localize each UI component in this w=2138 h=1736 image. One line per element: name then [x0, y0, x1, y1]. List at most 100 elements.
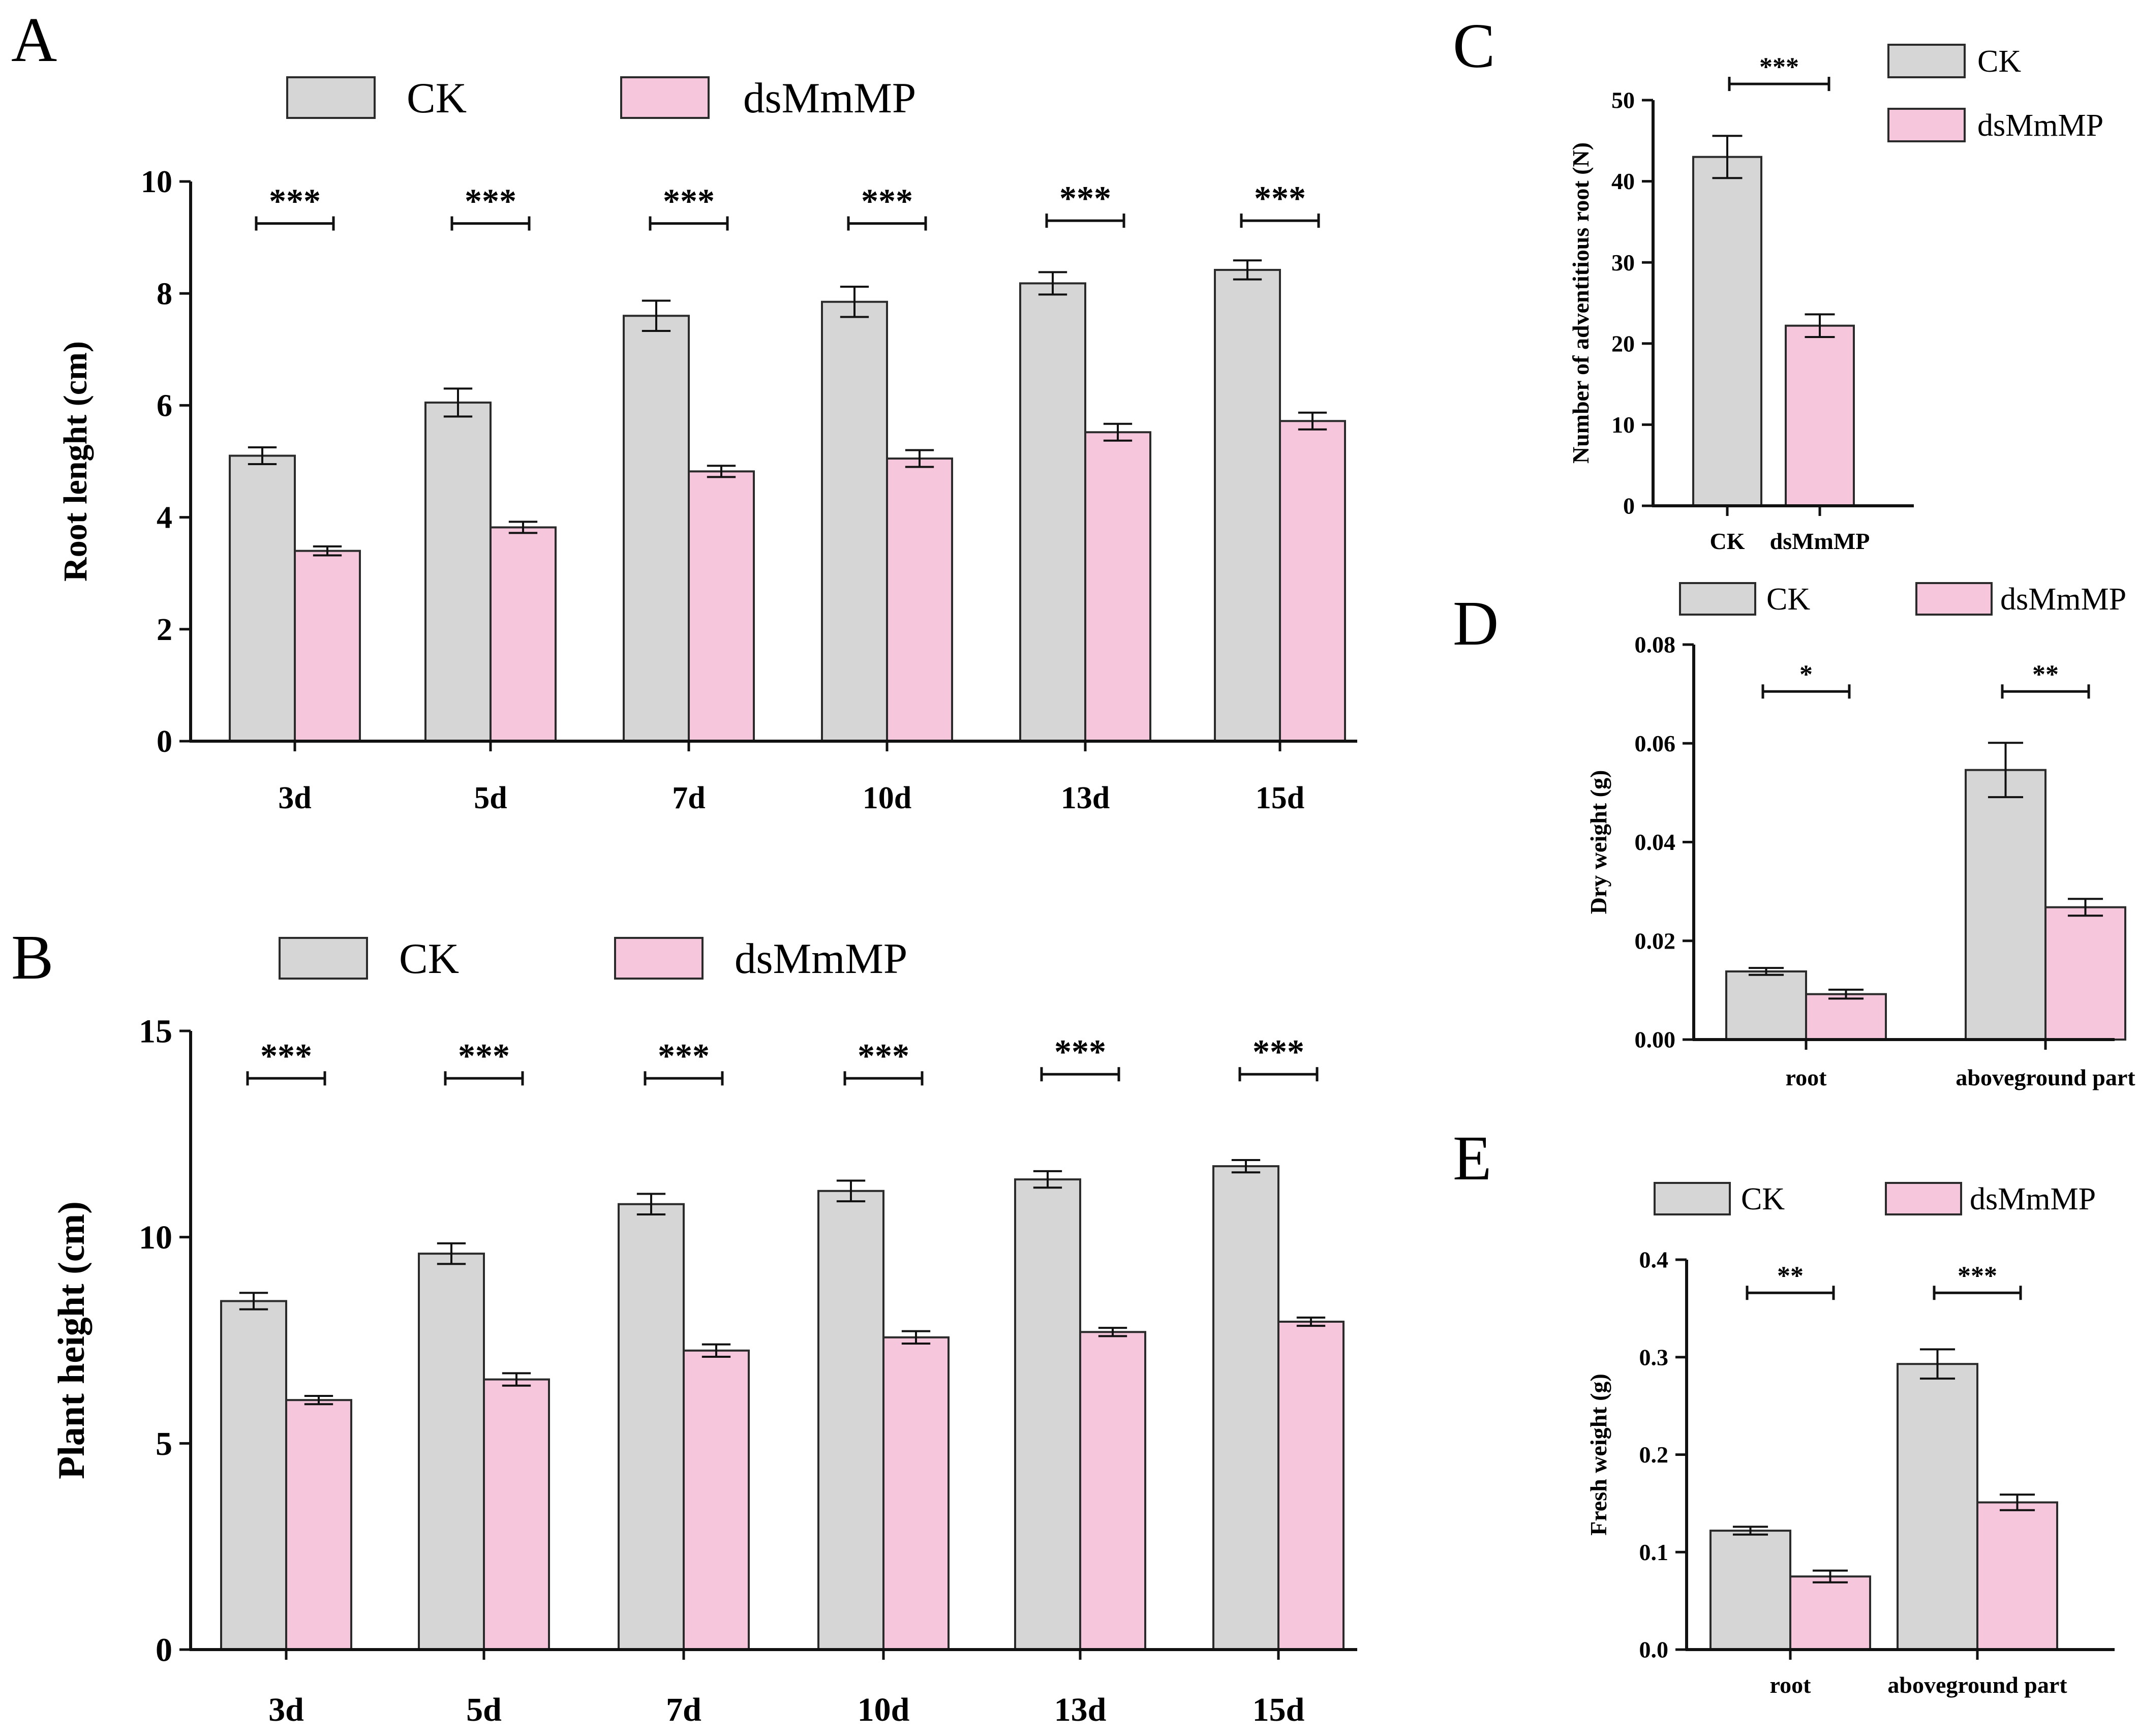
- panel-b-x-tick-label: 3d: [268, 1691, 304, 1728]
- panel-e-x-tick-label: root: [1770, 1672, 1812, 1698]
- panel-c-legend-swatch-ck: [1887, 44, 1966, 78]
- panel-b-y-tick-label: 5: [156, 1425, 172, 1463]
- panel-a-x-tick-label: 10d: [863, 781, 911, 815]
- panel-b-x-tick-label: 15d: [1253, 1691, 1305, 1728]
- panel-a-bar-ck-13d: [1019, 282, 1086, 742]
- panel-a-bar-dsmmmp-10d: [886, 457, 953, 742]
- panel-e-legend-label-ck: CK: [1741, 1182, 1785, 1216]
- panel-a-bar-dsmmmp-5d: [490, 526, 557, 742]
- panel-a-legend-swatch-dsmmmp: [620, 76, 710, 119]
- panel-b-legend-label-ck: CK: [399, 935, 459, 983]
- panel-c-y-tick-label: 0: [1623, 493, 1635, 519]
- panel-b-significance-label: ***: [1054, 1032, 1106, 1071]
- panel-d-bar-ck-root: [1725, 970, 1807, 1041]
- panel-b-bar-ck-15d: [1212, 1165, 1279, 1651]
- panel-e-legend-swatch-dsmmmp: [1885, 1182, 1962, 1215]
- panel-d-legend-label-dsmmmp: dsMmMP: [2000, 582, 2126, 617]
- panel-e-significance-label: **: [1777, 1262, 1804, 1291]
- panel-e-bar-dsmmmp-aboveground-part: [1976, 1501, 2058, 1651]
- panel-b-legend-label-dsmmmp: dsMmMP: [735, 935, 907, 983]
- panel-e-y-tick-label: 0.1: [1639, 1539, 1669, 1565]
- panel-c-y-axis-label: Number of adventitious root (N): [1568, 142, 1594, 464]
- panel-c-y-tick-label: 20: [1611, 330, 1635, 356]
- panel-d-y-tick-label: 0.08: [1635, 632, 1676, 658]
- panel-b-y-tick-label: 15: [139, 1013, 172, 1050]
- panel-e-y-tick-label: 0.3: [1639, 1344, 1669, 1370]
- panel-d-bar-dsmmmp-aboveground-part: [2044, 906, 2126, 1041]
- panel-b-bar-ck-7d: [618, 1203, 685, 1651]
- panel-b-x-tick-label: 5d: [466, 1691, 502, 1728]
- panel-a-bar-ck-3d: [229, 454, 296, 742]
- panel-d-y-tick-label: 0.04: [1635, 829, 1676, 855]
- panel-d-label: D: [1453, 589, 1499, 659]
- panel-a-x-tick-label: 3d: [278, 781, 311, 815]
- panel-e-y-tick-label: 0.2: [1639, 1442, 1669, 1468]
- panel-a-significance-label: ***: [663, 181, 715, 220]
- panel-b-significance-label: ***: [858, 1037, 909, 1075]
- panel-d-y-tick-label: 0.06: [1635, 730, 1676, 756]
- panel-b-bar-dsmmmp-13d: [1079, 1331, 1146, 1651]
- panel-b-bar-dsmmmp-3d: [285, 1399, 352, 1651]
- panel-e-bar-ck-aboveground-part: [1897, 1363, 1978, 1651]
- panel-c-y-tick-label: 40: [1611, 168, 1635, 194]
- panel-a-bar-ck-15d: [1214, 268, 1281, 742]
- panel-c-y-tick-label: 50: [1611, 87, 1635, 113]
- panel-b-significance-label: ***: [1253, 1032, 1304, 1071]
- panel-e-label: E: [1453, 1123, 1491, 1194]
- panel-b-significance-label: ***: [260, 1037, 312, 1075]
- panel-d-x-tick-label: root: [1786, 1064, 1827, 1090]
- panel-b-bar-dsmmmp-15d: [1277, 1320, 1345, 1651]
- panel-d-significance-label: **: [2032, 660, 2059, 689]
- panel-b-x-tick-label: 10d: [858, 1691, 910, 1728]
- panel-e-y-axis-label: Fresh weight (g): [1585, 1374, 1611, 1536]
- panel-e-y-tick-label: 0.0: [1639, 1637, 1669, 1663]
- panel-c-legend-label-dsmmmp: dsMmMP: [1977, 108, 2103, 143]
- panel-c-y-tick-label: 30: [1611, 250, 1635, 276]
- panel-a-bar-dsmmmp-15d: [1279, 420, 1346, 742]
- panel-a-significance-label: ***: [1254, 178, 1306, 217]
- panel-a-bar-ck-5d: [424, 401, 492, 742]
- panel-c-legend-label-ck: CK: [1977, 44, 2021, 79]
- panel-b-bar-ck-3d: [220, 1300, 287, 1651]
- panel-e-legend-label-dsmmmp: dsMmMP: [1970, 1182, 2096, 1216]
- panel-d-x-tick-label: aboveground part: [1956, 1064, 2135, 1090]
- panel-a-significance-label: ***: [465, 181, 516, 220]
- panel-b-significance-label: ***: [458, 1037, 510, 1075]
- panel-e-x-tick-label: aboveground part: [1887, 1672, 2067, 1698]
- panel-a-bar-dsmmmp-3d: [294, 550, 361, 743]
- panel-a-bar-dsmmmp-13d: [1084, 431, 1151, 742]
- panel-a-y-tick-label: 6: [157, 388, 172, 423]
- panel-a-y-tick-label: 4: [157, 501, 172, 535]
- panel-b-bar-dsmmmp-7d: [683, 1349, 750, 1651]
- panel-a-legend-label-dsmmmp: dsMmMP: [743, 74, 916, 122]
- panel-b-legend-swatch-ck: [279, 937, 368, 980]
- panel-c-bar-dsmmmp: [1785, 324, 1855, 507]
- panel-b-bar-ck-10d: [817, 1190, 884, 1651]
- panel-a-legend-label-ck: CK: [407, 74, 467, 122]
- panel-a-y-tick-label: 10: [141, 165, 172, 199]
- panel-b-y-axis-label: Plant height (cm): [51, 1201, 93, 1479]
- panel-a-significance-label: ***: [269, 181, 321, 220]
- panel-e-bar-ck-root: [1709, 1530, 1791, 1651]
- panel-a-significance-label: ***: [1059, 178, 1111, 217]
- panel-c-x-tick-label: CK: [1710, 528, 1745, 554]
- panel-d-legend-swatch-dsmmmp: [1915, 582, 1993, 616]
- panel-d-legend-label-ck: CK: [1766, 582, 1810, 617]
- panel-b-y-tick-label: 0: [156, 1631, 172, 1668]
- panel-c-legend-swatch-dsmmmp: [1887, 108, 1966, 142]
- panel-b-bar-dsmmmp-5d: [483, 1378, 550, 1651]
- panel-a-bar-dsmmmp-7d: [688, 470, 755, 742]
- panel-a-x-tick-label: 7d: [672, 781, 705, 815]
- panel-c-significance-label: ***: [1759, 52, 1799, 81]
- panel-c-x-tick-label: dsMmMP: [1770, 528, 1870, 554]
- panel-a-x-tick-label: 15d: [1256, 781, 1304, 815]
- panel-a-x-tick-label: 5d: [474, 781, 507, 815]
- panel-b-bar-ck-5d: [418, 1253, 485, 1651]
- panel-b-y-tick-label: 10: [139, 1219, 172, 1256]
- panel-d-legend-swatch-ck: [1679, 582, 1756, 616]
- panel-a-y-tick-label: 8: [157, 277, 172, 311]
- panel-b-label: B: [11, 923, 53, 993]
- panel-a-x-tick-label: 13d: [1061, 781, 1110, 815]
- panel-a-significance-label: ***: [861, 181, 913, 220]
- panel-d-bar-dsmmmp-root: [1805, 993, 1887, 1041]
